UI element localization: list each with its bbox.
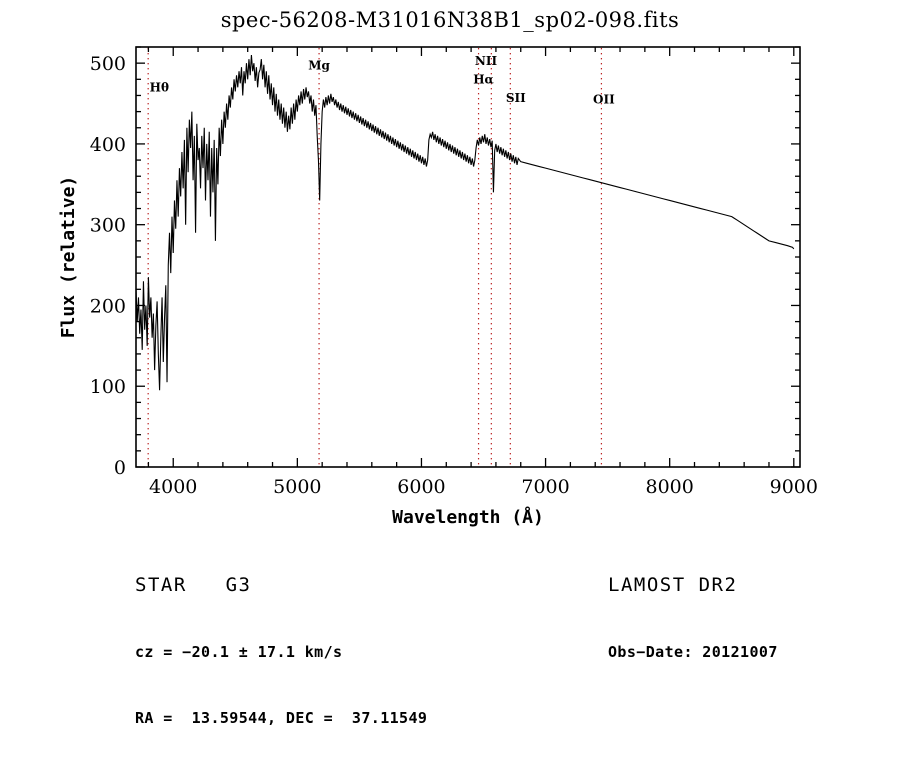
spectral-line-markers — [147, 48, 603, 466]
obs-date-text: Obs−Date: 20121007 — [608, 643, 778, 661]
x-axis-ticks — [147, 47, 795, 467]
marker-label-Mg: Mg — [308, 59, 330, 73]
x-tick-label: 4000 — [149, 476, 197, 498]
page-title: spec-56208-M31016N38B1_sp02-098.fits — [220, 8, 680, 32]
x-tick-label: 7000 — [521, 476, 569, 498]
y-tick-label: 0 — [114, 457, 126, 479]
marker-label-NII: NII — [475, 54, 498, 68]
x-tick-label: 5000 — [273, 476, 321, 498]
y-axis-tick-labels: 0 100 200 300 400 500 — [90, 53, 126, 479]
x-axis-label: Wavelength (Å) — [392, 505, 544, 528]
marker-label-Hα: Hα — [473, 72, 494, 86]
y-tick-label: 400 — [90, 134, 126, 156]
spectrum-trace — [135, 55, 795, 391]
y-tick-label: 100 — [90, 376, 126, 398]
y-tick-label: 300 — [90, 215, 126, 237]
footer-right-block: LAMOST DR2 Obs−Date: 20121007 — [608, 536, 778, 709]
redshift-text: cz = −20.1 ± 17.1 km/s — [135, 643, 343, 661]
y-tick-label: 200 — [90, 295, 126, 317]
marker-label-SII: SII — [506, 91, 526, 105]
x-tick-label: 8000 — [646, 476, 694, 498]
x-axis-tick-labels: 4000 5000 6000 7000 8000 9000 — [149, 476, 818, 498]
footer-left-block: STAR G3 cz = −20.1 ± 17.1 km/s RA = 13.5… — [135, 536, 427, 775]
y-tick-label: 500 — [90, 53, 126, 75]
spectral-line-labels: Hθ Mg NII Hα SII OII — [150, 54, 615, 107]
marker-label-Hθ: Hθ — [150, 80, 169, 94]
coordinates-text: RA = 13.59544, DEC = 37.11549 — [135, 709, 428, 727]
y-axis-label: Flux (relative) — [58, 176, 79, 339]
x-tick-label: 6000 — [397, 476, 445, 498]
object-type-text: STAR G3 — [135, 574, 252, 596]
x-tick-label: 9000 — [770, 476, 818, 498]
survey-text: LAMOST DR2 — [608, 574, 738, 596]
plot-frame — [135, 46, 801, 468]
y-axis-ticks — [136, 46, 800, 468]
marker-label-OII: OII — [593, 93, 615, 107]
